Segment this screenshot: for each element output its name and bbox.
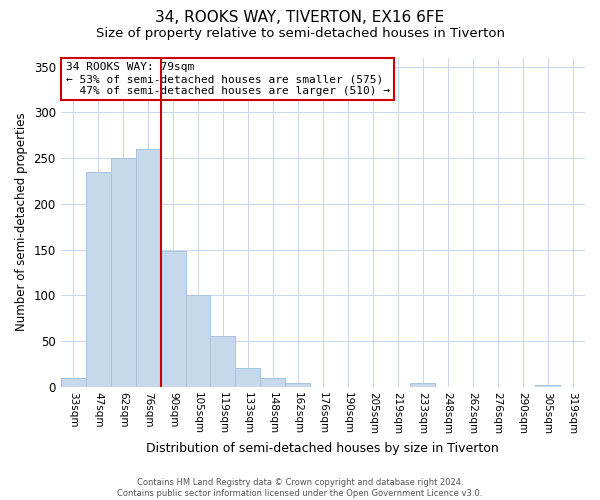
- Y-axis label: Number of semi-detached properties: Number of semi-detached properties: [15, 113, 28, 332]
- Bar: [260, 378, 286, 386]
- Text: 34 ROOKS WAY: 79sqm
← 53% of semi-detached houses are smaller (575)
  47% of sem: 34 ROOKS WAY: 79sqm ← 53% of semi-detach…: [66, 62, 390, 96]
- Text: Size of property relative to semi-detached houses in Tiverton: Size of property relative to semi-detach…: [95, 28, 505, 40]
- Bar: [535, 385, 560, 386]
- Text: 34, ROOKS WAY, TIVERTON, EX16 6FE: 34, ROOKS WAY, TIVERTON, EX16 6FE: [155, 10, 445, 25]
- Text: Contains HM Land Registry data © Crown copyright and database right 2024.
Contai: Contains HM Land Registry data © Crown c…: [118, 478, 482, 498]
- Bar: [286, 383, 310, 386]
- Bar: [235, 368, 260, 386]
- Bar: [136, 149, 161, 386]
- Bar: [161, 252, 185, 386]
- X-axis label: Distribution of semi-detached houses by size in Tiverton: Distribution of semi-detached houses by …: [146, 442, 499, 455]
- Bar: [110, 158, 136, 386]
- Bar: [61, 378, 86, 386]
- Bar: [86, 172, 110, 386]
- Bar: [185, 295, 211, 386]
- Bar: [211, 336, 235, 386]
- Bar: [410, 383, 435, 386]
